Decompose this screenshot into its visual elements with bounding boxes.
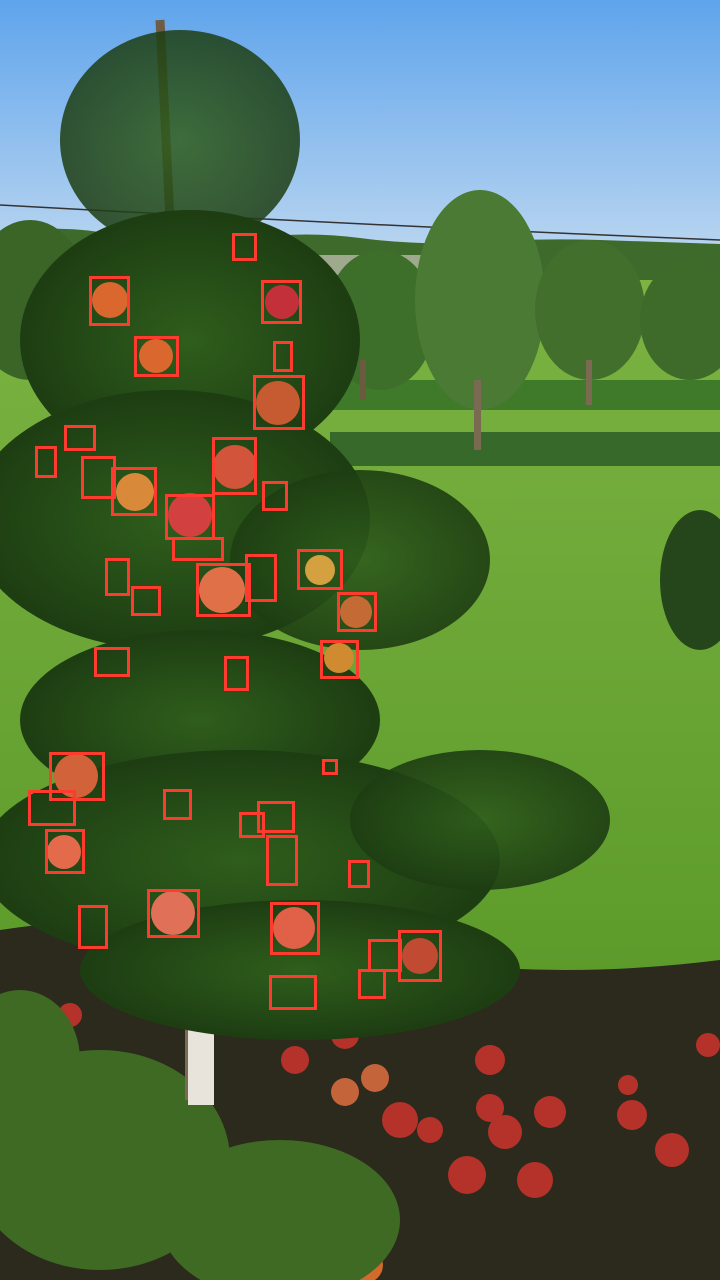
apple-bounding-box bbox=[273, 341, 293, 372]
apple-bounding-box bbox=[266, 835, 298, 886]
tree-apples bbox=[47, 282, 438, 974]
apple-bounding-box bbox=[81, 456, 116, 499]
apple-bounding-box bbox=[348, 860, 370, 888]
apple-bounding-box bbox=[322, 759, 338, 775]
apple-bounding-box bbox=[45, 829, 85, 874]
apple-bounding-box bbox=[35, 446, 57, 478]
undergrowth bbox=[0, 990, 400, 1280]
apple-bounding-box bbox=[232, 233, 257, 261]
apple-bounding-box bbox=[358, 969, 386, 999]
apple-bounding-box bbox=[269, 975, 317, 1010]
apple-bounding-box bbox=[261, 280, 302, 324]
apple-bounding-box bbox=[224, 656, 249, 691]
apple-bounding-box bbox=[368, 939, 402, 972]
apple-bounding-box bbox=[212, 437, 257, 495]
apple-bounding-box bbox=[78, 905, 108, 949]
apple-bounding-box bbox=[94, 647, 130, 677]
apple-bounding-box bbox=[245, 554, 277, 602]
apple-bounding-box bbox=[253, 375, 305, 430]
apple-bounding-box bbox=[64, 425, 96, 451]
apple-bounding-box bbox=[297, 549, 343, 590]
apple-bounding-box bbox=[163, 789, 192, 820]
apple-bounding-box bbox=[111, 467, 157, 516]
apple-bounding-box bbox=[172, 537, 224, 561]
apple-bounding-box bbox=[89, 276, 130, 326]
apple-bounding-box bbox=[270, 902, 320, 955]
apple-bounding-box bbox=[262, 481, 288, 511]
apple-bounding-box bbox=[320, 640, 359, 679]
apple-bounding-box bbox=[165, 494, 215, 540]
apple-bounding-box bbox=[239, 812, 265, 838]
apple-bounding-box bbox=[337, 592, 377, 632]
apple-bounding-box bbox=[147, 889, 200, 938]
apple-bounding-box bbox=[398, 930, 442, 982]
apple-bounding-box bbox=[131, 586, 161, 616]
apple-bounding-box bbox=[134, 336, 179, 377]
fallen-apples bbox=[58, 1003, 720, 1280]
apple-bounding-box bbox=[49, 752, 105, 801]
apple-bounding-box bbox=[196, 563, 251, 617]
apple-bounding-box bbox=[105, 558, 130, 596]
mid-hedge bbox=[330, 432, 720, 466]
apple-bounding-box bbox=[257, 801, 295, 833]
apple-bounding-box bbox=[28, 790, 76, 826]
